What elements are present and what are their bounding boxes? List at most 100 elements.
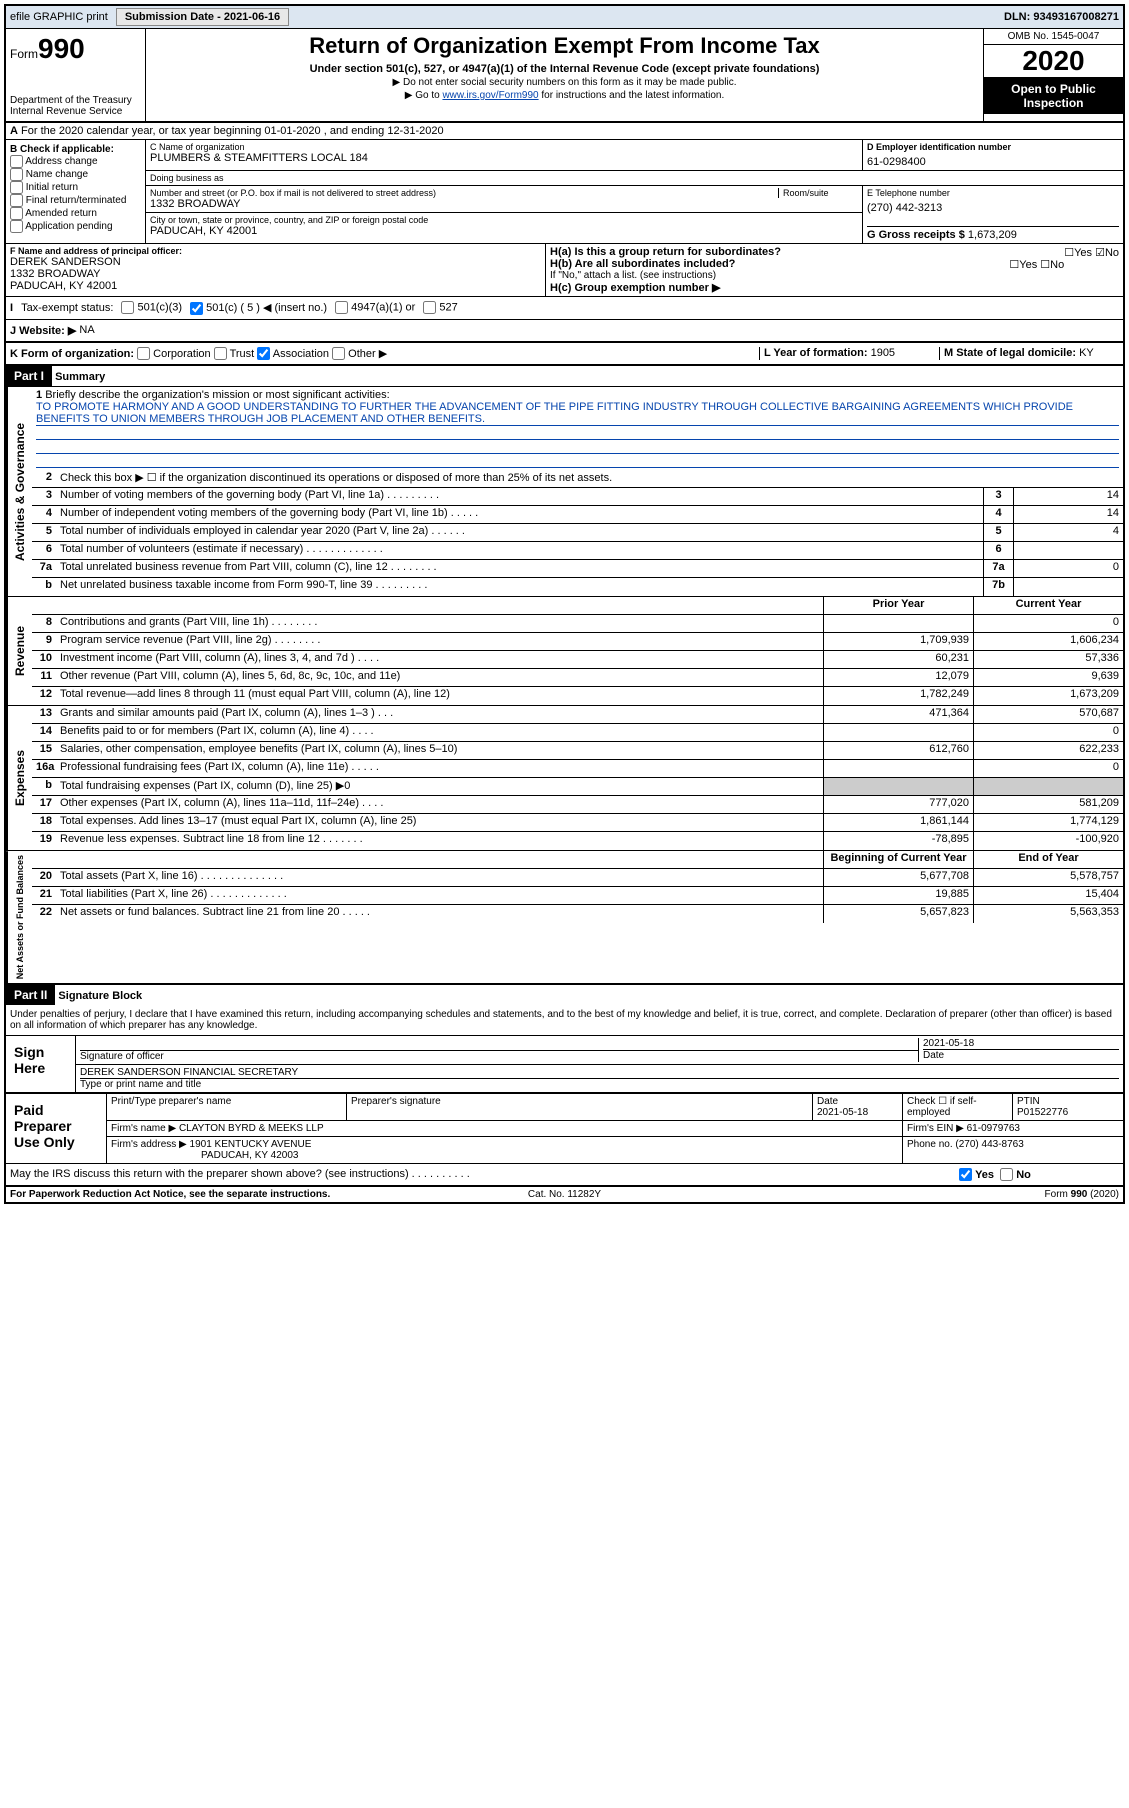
footer-catno: Cat. No. 11282Y [380,1189,750,1200]
omb-number: OMB No. 1545-0047 [984,29,1123,45]
check-initial-return[interactable]: Initial return [10,181,141,194]
line-13: 13Grants and similar amounts paid (Part … [32,706,1123,724]
box-g-receipts: G Gross receipts $ 1,673,209 [867,226,1119,241]
line-3: 3Number of voting members of the governi… [32,488,1123,506]
col-begin-year: Beginning of Current Year [823,851,973,868]
form-subtitle: Under section 501(c), 527, or 4947(a)(1)… [150,63,979,75]
box-j-website: J Website: ▶ NA [6,320,1123,343]
note-link: ▶ Go to www.irs.gov/Form990 for instruct… [150,90,979,101]
section-revenue: Revenue Prior Year Current Year 8Contrib… [6,597,1123,706]
line-b: bNet unrelated business taxable income f… [32,578,1123,596]
submission-date-button[interactable]: Submission Date - 2021-06-16 [116,8,289,26]
discuss-no[interactable]: No [1000,1169,1031,1181]
prep-sig-hdr: Preparer's signature [347,1094,813,1120]
form-page: efile GRAPHIC print Submission Date - 20… [4,4,1125,1204]
line-12: 12Total revenue—add lines 8 through 11 (… [32,687,1123,705]
check-trust[interactable]: Trust [214,348,255,360]
prep-self-emp[interactable]: Check ☐ if self-employed [903,1094,1013,1120]
dept-label: Department of the Treasury Internal Reve… [10,95,141,117]
side-revenue: Revenue [6,597,32,705]
box-k-form-org: K Form of organization: Corporation Trus… [10,347,759,361]
part1-header: Part I Summary [6,366,1123,387]
box-e-phone: (270) 442-3213 [867,202,1119,214]
prep-firm-name: Firm's name ▶ CLAYTON BYRD & MEEKS LLP [107,1121,903,1136]
line-22: 22Net assets or fund balances. Subtract … [32,905,1123,923]
signature-declaration: Under penalties of perjury, I declare th… [6,1005,1123,1036]
line-b: bTotal fundraising expenses (Part IX, co… [32,778,1123,796]
check-527[interactable]: 527 [423,301,457,314]
line-20: 20Total assets (Part X, line 16) . . . .… [32,869,1123,887]
block-fh: F Name and address of principal officer:… [6,244,1123,297]
line-17: 17Other expenses (Part IX, column (A), l… [32,796,1123,814]
side-governance: Activities & Governance [6,387,32,596]
section-governance: Activities & Governance 1 Briefly descri… [6,387,1123,597]
paid-preparer-block: Paid Preparer Use Only Print/Type prepar… [6,1094,1123,1164]
box-m-state: M State of legal domicile: KY [939,347,1119,361]
col-current-year: Current Year [973,597,1123,614]
line-15: 15Salaries, other compensation, employee… [32,742,1123,760]
footer-formno: Form 990 (2020) [749,1189,1119,1200]
check-final-return[interactable]: Final return/terminated [10,194,141,207]
line-4: 4Number of independent voting members of… [32,506,1123,524]
box-f-officer: F Name and address of principal officer:… [6,244,546,296]
discuss-row: May the IRS discuss this return with the… [6,1164,1123,1186]
side-expenses: Expenses [6,706,32,850]
note-ssn: ▶ Do not enter social security numbers o… [150,77,979,88]
check-corp[interactable]: Corporation [137,348,211,360]
line-14: 14Benefits paid to or for members (Part … [32,724,1123,742]
check-501c3[interactable]: 501(c)(3) [121,301,182,314]
line-11: 11Other revenue (Part VIII, column (A), … [32,669,1123,687]
line-21: 21Total liabilities (Part X, line 26) . … [32,887,1123,905]
box-c-name: C Name of organization PLUMBERS & STEAMF… [146,140,863,170]
officer-signature-line[interactable]: Signature of officer [80,1038,919,1062]
prep-ptin: PTINP01522776 [1013,1094,1123,1120]
form-number: Form990 [10,33,141,65]
line-8: 8Contributions and grants (Part VIII, li… [32,615,1123,633]
check-4947[interactable]: 4947(a)(1) or [335,301,415,314]
top-bar: efile GRAPHIC print Submission Date - 20… [6,6,1123,29]
tax-year: 2020 [984,45,1123,78]
line-16a: 16aProfessional fundraising fees (Part I… [32,760,1123,778]
sign-here-label: Sign Here [6,1036,76,1092]
box-c-street: Number and street (or P.O. box if mail i… [146,186,862,213]
check-name-change[interactable]: Name change [10,168,141,181]
line-5: 5Total number of individuals employed in… [32,524,1123,542]
paid-preparer-label: Paid Preparer Use Only [6,1094,106,1163]
signature-block: Under penalties of perjury, I declare th… [6,1005,1123,1094]
box-e-phone-label: E Telephone number [867,188,1119,198]
check-501c[interactable]: 501(c) ( 5 ) ◀ (insert no.) [190,301,327,315]
row-klm: K Form of organization: Corporation Trus… [6,343,1123,367]
check-amended[interactable]: Amended return [10,207,141,220]
irs-link[interactable]: www.irs.gov/Form990 [442,90,538,101]
box-l-year: L Year of formation: 1905 [759,347,939,361]
prep-date: Date2021-05-18 [813,1094,903,1120]
box-d-ein: D Employer identification number 61-0298… [863,140,1123,170]
part2-header: Part II Signature Block [6,985,1123,1005]
form-header: Form990 Department of the Treasury Inter… [6,29,1123,123]
officer-name: DEREK SANDERSON FINANCIAL SECRETARYType … [80,1067,1119,1090]
col-end-year: End of Year [973,851,1123,868]
box-b: B Check if applicable: Address change Na… [6,140,146,243]
prep-firm-addr: Firm's address ▶ 1901 KENTUCKY AVENUEPAD… [107,1137,903,1163]
section-expenses: Expenses 13Grants and similar amounts pa… [6,706,1123,851]
line-6: 6Total number of volunteers (estimate if… [32,542,1123,560]
box-c-dba: Doing business as [146,171,1123,186]
form-title: Return of Organization Exempt From Incom… [150,33,979,59]
efile-label: efile GRAPHIC print [10,11,108,23]
box-i-tax-status: ITax-exempt status: 501(c)(3) 501(c) ( 5… [6,297,1123,320]
col-prior-year: Prior Year [823,597,973,614]
block-identity: B Check if applicable: Address change Na… [6,140,1123,244]
line-10: 10Investment income (Part VIII, column (… [32,651,1123,669]
line-18: 18Total expenses. Add lines 13–17 (must … [32,814,1123,832]
discuss-yes[interactable]: Yes [959,1169,994,1181]
check-other[interactable]: Other ▶ [332,348,387,360]
side-net-assets: Net Assets or Fund Balances [6,851,32,983]
check-assoc[interactable]: Association [257,348,329,360]
prep-phone: Phone no. (270) 443-8763 [903,1137,1123,1163]
line-1-mission: 1 Briefly describe the organization's mi… [32,387,1123,470]
check-address-change[interactable]: Address change [10,155,141,168]
check-app-pending[interactable]: Application pending [10,220,141,233]
signature-date: 2021-05-18Date [919,1038,1119,1062]
page-footer: For Paperwork Reduction Act Notice, see … [6,1186,1123,1202]
line-19: 19Revenue less expenses. Subtract line 1… [32,832,1123,850]
